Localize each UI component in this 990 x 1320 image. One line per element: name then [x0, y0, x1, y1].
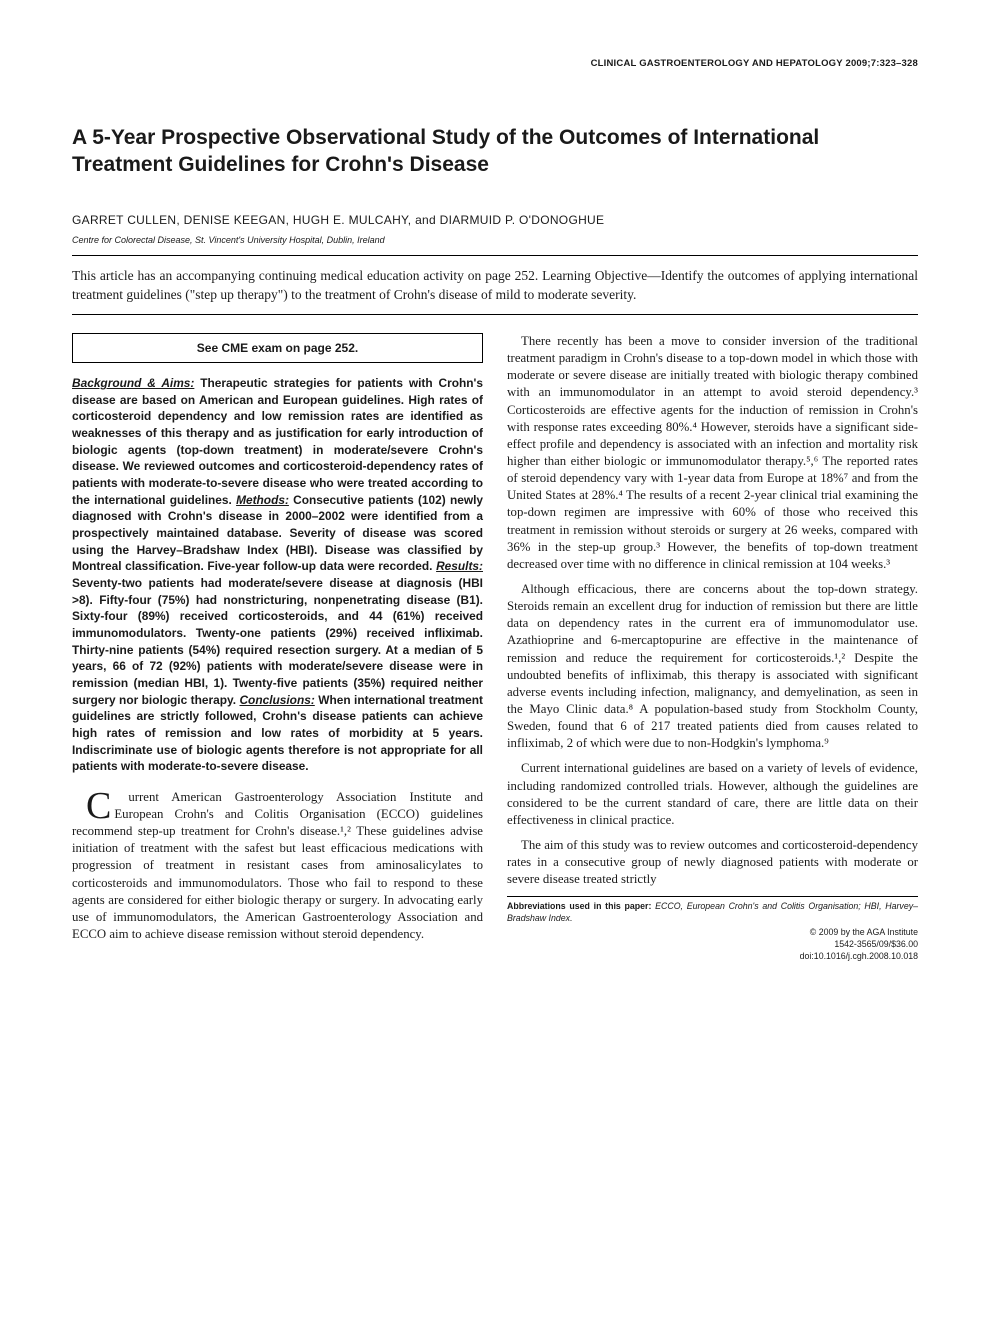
rule-bottom: [72, 314, 918, 315]
abstract-bg-text: Therapeutic strategies for patients with…: [72, 376, 483, 507]
body-paragraph-5: The aim of this study was to review outc…: [507, 837, 918, 888]
body-paragraph-2: There recently has been a move to consid…: [507, 333, 918, 573]
body-paragraph-4: Current international guidelines are bas…: [507, 760, 918, 829]
abbreviations: Abbreviations used in this paper: ECCO, …: [507, 901, 918, 925]
doi-line: doi:10.1016/j.cgh.2008.10.018: [507, 951, 918, 963]
issn-line: 1542-3565/09/$36.00: [507, 939, 918, 951]
abstract-conclusions-label: Conclusions:: [239, 693, 314, 707]
cme-notice-box: See CME exam on page 252.: [72, 333, 483, 363]
affiliation: Centre for Colorectal Disease, St. Vince…: [72, 235, 918, 245]
rule-top: [72, 255, 918, 256]
article-title: A 5-Year Prospective Observational Study…: [72, 125, 918, 179]
abbrev-label: Abbreviations used in this paper:: [507, 901, 651, 911]
abstract-results-label: Results:: [436, 559, 483, 573]
copyright-line: © 2009 by the AGA Institute: [507, 927, 918, 939]
body-p1-text: urrent American Gastroenterology Associa…: [72, 790, 483, 941]
dropcap: C: [72, 789, 114, 822]
footer-box: Abbreviations used in this paper: ECCO, …: [507, 896, 918, 962]
running-head: CLINICAL GASTROENTEROLOGY AND HEPATOLOGY…: [72, 58, 918, 69]
abstract-bg-label: Background & Aims:: [72, 376, 194, 390]
learning-objective: This article has an accompanying continu…: [72, 266, 918, 304]
abstract-results-text: Seventy-two patients had moderate/severe…: [72, 576, 483, 707]
abstract: Background & Aims: Therapeutic strategie…: [72, 375, 483, 775]
abstract-methods-label: Methods:: [236, 493, 289, 507]
two-column-body: See CME exam on page 252. Background & A…: [72, 333, 918, 963]
body-paragraph-1: Current American Gastroenterology Associ…: [72, 789, 483, 943]
body-paragraph-3: Although efficacious, there are concerns…: [507, 581, 918, 752]
author-line: GARRET CULLEN, DENISE KEEGAN, HUGH E. MU…: [72, 213, 918, 227]
